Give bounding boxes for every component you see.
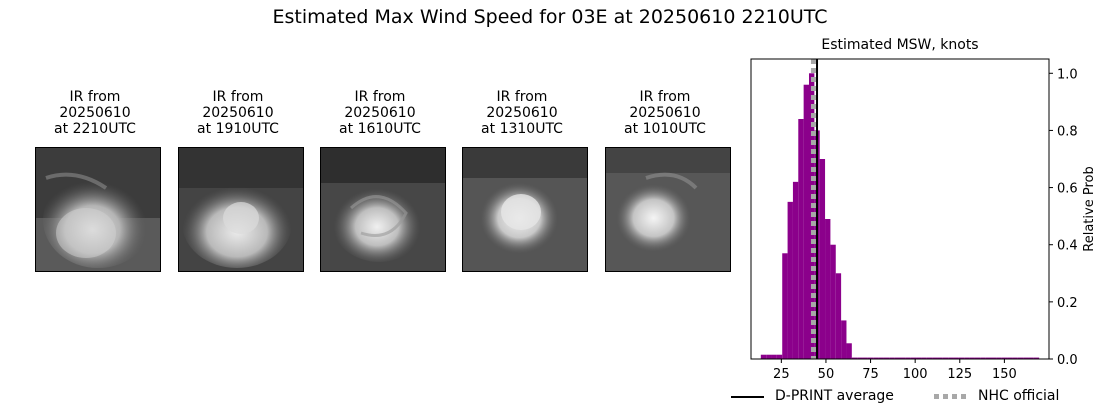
histogram-bar-49 [1023,357,1029,359]
histogram-bar-14 [835,273,842,359]
histogram-bar-7 [798,119,804,359]
x-tick-label: 100 [903,367,928,382]
histogram-bar-0 [760,354,767,359]
histogram-bar-50 [1028,357,1034,359]
histogram-bar-22 [878,357,884,359]
x-tick-label: 25 [773,367,790,382]
panel-title-line: IR from [212,89,264,105]
x-tick-label: 150 [992,367,1017,382]
figure-title: Estimated Max Wind Speed for 03E at 2025… [272,6,828,28]
chart-title: Estimated MSW, knots [821,37,979,53]
histogram-bar-45 [1001,357,1008,359]
y-axis-label: Relative Prob [1082,166,1097,251]
panel-title-line: IR from [354,89,406,105]
histogram-bar-28 [910,357,917,359]
histogram-bar-24 [889,357,895,359]
histogram-bar-32 [932,357,938,359]
plot-frame [750,58,1050,360]
histogram-bar-3 [776,354,783,359]
histogram-bar-21 [873,357,879,359]
histogram-bar-2 [771,354,777,359]
panel-title-time: at 1310UTC [481,121,563,137]
ir-panel-title: IR from 20250610 at 1610UTC [310,89,450,137]
histogram-bar-48 [1017,357,1024,359]
histogram-bar-20 [867,357,874,359]
histogram-bar-16 [846,343,852,359]
histogram-bar-11 [819,159,826,359]
histogram-bar-33 [937,357,943,359]
panel-title-date: 20250610 [486,105,558,121]
panel-title-line: IR from [639,89,691,105]
ir-image [178,147,304,272]
histogram-bar-17 [851,357,858,359]
histogram-bar-5 [787,201,793,359]
histogram-bar-51 [1033,357,1040,359]
panel-title-time: at 1610UTC [339,121,421,137]
x-tick-label: 50 [818,367,835,382]
legend: D-PRINT average NHC official [731,388,1091,406]
histogram-bar-26 [900,357,906,359]
y-tick-label: 1.0 [1057,67,1078,82]
y-tick-label: 0.2 [1057,296,1078,311]
panel-title-time: at 1010UTC [624,121,706,137]
histogram-bar-44 [996,357,1002,359]
ir-panel-title: IR from 20250610 at 1310UTC [452,89,592,137]
y-tick-label: 0.0 [1057,353,1078,368]
histogram-bar-27 [905,357,911,359]
x-tick-label: 125 [947,367,972,382]
legend-solid-line-icon [731,396,764,398]
ir-image [35,147,161,272]
histogram-bar-40 [974,357,981,359]
panel-title-line: IR from [496,89,548,105]
ir-image [605,147,731,272]
legend-dotted-line-icon [934,394,967,399]
x-tick-label: 75 [862,367,879,382]
histogram-bar-34 [942,357,949,359]
histogram-bar-36 [953,357,959,359]
histogram-bar-19 [862,357,868,359]
histogram-bar-6 [792,181,799,359]
legend-label: NHC official [978,388,1060,404]
histogram-bar-12 [825,219,831,359]
panel-title-date: 20250610 [344,105,416,121]
legend-label: D-PRINT average [775,388,894,404]
y-tick-label: 0.4 [1057,239,1078,254]
histogram-bar-38 [964,357,970,359]
panel-title-date: 20250610 [59,105,131,121]
panel-title-line: IR from [69,89,121,105]
histogram-bar-47 [1012,357,1018,359]
panel-title-date: 20250610 [202,105,274,121]
y-tick-label: 0.6 [1057,182,1078,197]
ir-panel-title: IR from 20250610 at 1910UTC [168,89,308,137]
panel-title-date: 20250610 [629,105,701,121]
histogram-bar-29 [916,357,922,359]
histogram-bar-18 [857,357,863,359]
histogram-bar-1 [766,354,772,359]
histogram-bar-25 [894,357,900,359]
histogram-bar-35 [948,357,954,359]
panel-title-time: at 2210UTC [54,121,136,137]
histogram-bar-30 [921,357,927,359]
y-tick-label: 0.8 [1057,124,1078,139]
histogram-bar-46 [1007,357,1013,359]
ir-panel-title: IR from 20250610 at 1010UTC [595,89,735,137]
histogram-bar-43 [991,357,997,359]
ir-image [320,147,446,272]
histogram-bar-13 [830,244,836,359]
histogram-bar-42 [985,357,992,359]
ir-image [462,147,588,272]
ir-panel-title: IR from 20250610 at 2210UTC [25,89,165,137]
histogram-bar-8 [803,84,809,359]
histogram-bar-4 [782,253,788,359]
histogram-bar-39 [969,357,975,359]
histogram-bar-31 [926,357,933,359]
histogram-bar-41 [980,357,986,359]
histogram-bar-15 [841,320,847,359]
histogram-bar-23 [883,357,890,359]
histogram-bar-37 [958,357,965,359]
panel-title-time: at 1910UTC [197,121,279,137]
